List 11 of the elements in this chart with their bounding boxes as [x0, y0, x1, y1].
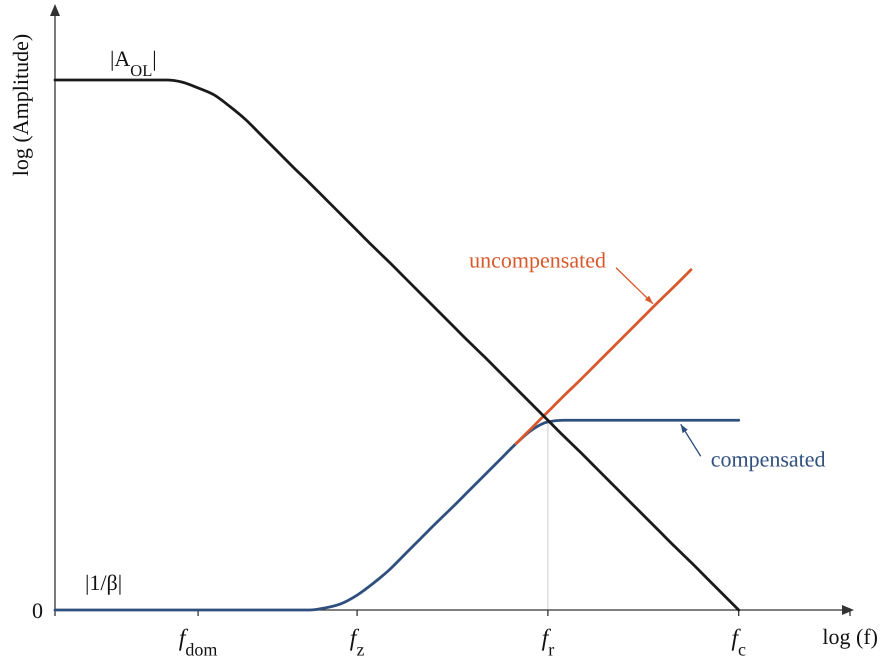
y-axis-title: log (Amplitude): [8, 34, 33, 176]
text: 0: [32, 598, 43, 623]
series-label: |A$_{OL}$|: [110, 46, 157, 80]
x-axis-title: log (f): [822, 624, 878, 649]
text: uncompensated: [469, 248, 606, 273]
x-tick-label: f$_{r}$: [542, 625, 554, 660]
x-tick-label: f$_{c}$: [731, 625, 746, 660]
x-tick-label: f$_{dom}$: [178, 625, 218, 660]
annotation: |1/β|: [85, 570, 122, 595]
x-tick-label: f$_{z}$: [350, 625, 364, 660]
series-label: compensated: [710, 446, 826, 472]
